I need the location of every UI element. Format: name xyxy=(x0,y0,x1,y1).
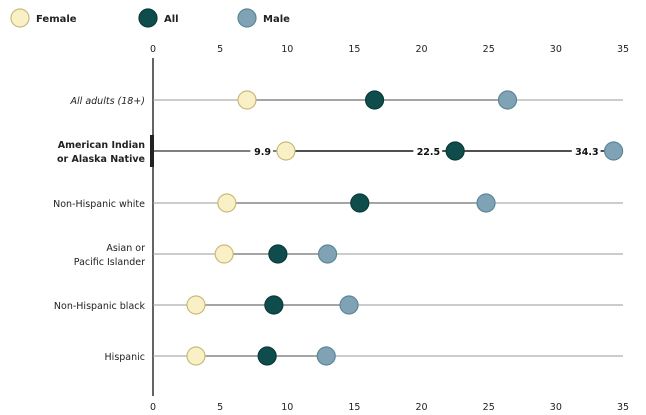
legend-marker-all xyxy=(138,8,158,28)
data-label-bg xyxy=(250,144,273,158)
x-tick-bottom-0: 0 xyxy=(150,402,156,413)
x-tick-top-15: 15 xyxy=(348,44,360,55)
category-label: Hispanic xyxy=(105,352,145,363)
point-female xyxy=(186,295,206,315)
point-all xyxy=(350,193,370,213)
x-tick-bottom-15: 15 xyxy=(348,402,360,413)
legend-marker-female xyxy=(10,8,30,28)
point-female xyxy=(237,90,257,110)
point-male xyxy=(476,193,496,213)
x-tick-bottom-10: 10 xyxy=(281,402,293,413)
x-tick-top-5: 5 xyxy=(217,44,223,55)
point-female xyxy=(276,141,296,161)
point-all xyxy=(268,244,288,264)
x-tick-top-20: 20 xyxy=(416,44,428,55)
category-label: Asian or xyxy=(106,243,145,254)
point-female xyxy=(217,193,237,213)
point-female xyxy=(214,244,234,264)
point-female xyxy=(186,346,206,366)
highlight-marker xyxy=(150,135,154,167)
data-label-female: 9.9 xyxy=(254,147,271,158)
point-all xyxy=(264,295,284,315)
legend-marker-male xyxy=(237,8,257,28)
x-tick-bottom-5: 5 xyxy=(217,402,223,413)
x-tick-top-30: 30 xyxy=(550,44,562,55)
x-tick-bottom-20: 20 xyxy=(416,402,428,413)
point-male xyxy=(339,295,359,315)
category-label: Non-Hispanic white xyxy=(53,199,145,210)
x-tick-top-10: 10 xyxy=(281,44,293,55)
legend-label-male: Male xyxy=(263,14,290,25)
data-label-male: 34.3 xyxy=(575,147,598,158)
x-tick-bottom-30: 30 xyxy=(550,402,562,413)
category-label: Non-Hispanic black xyxy=(54,301,146,312)
x-tick-bottom-35: 35 xyxy=(617,402,629,413)
category-label: or Alaska Native xyxy=(57,154,145,165)
category-label: All adults (18+) xyxy=(70,96,145,107)
point-all xyxy=(364,90,385,110)
data-label-all: 22.5 xyxy=(417,147,440,158)
point-male xyxy=(603,141,624,161)
point-male xyxy=(316,346,336,366)
point-all xyxy=(257,346,277,366)
data-label-bg xyxy=(413,144,443,158)
legend-label-all: All xyxy=(164,14,179,25)
point-male xyxy=(497,90,518,110)
x-tick-bottom-25: 25 xyxy=(483,402,495,413)
x-tick-top-25: 25 xyxy=(483,44,495,55)
category-label: American Indian xyxy=(58,140,146,151)
category-label: Pacific Islander xyxy=(74,257,145,268)
x-tick-top-35: 35 xyxy=(617,44,629,55)
x-tick-top-0: 0 xyxy=(150,44,156,55)
legend-label-female: Female xyxy=(36,14,77,25)
data-label-bg xyxy=(571,144,601,158)
point-all xyxy=(445,141,465,161)
point-male xyxy=(317,244,338,264)
